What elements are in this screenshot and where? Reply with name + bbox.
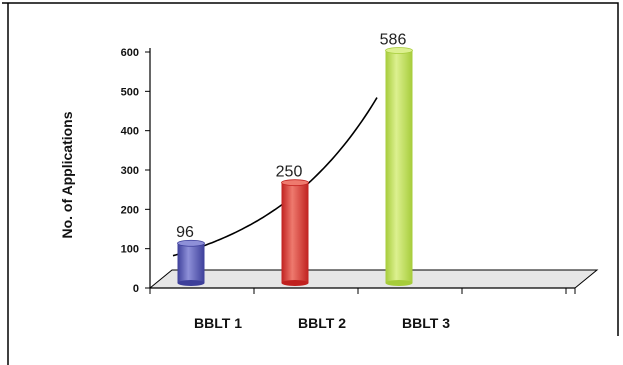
bar-value-label: 96 <box>176 224 194 241</box>
y-tick-label: 400 <box>121 126 139 138</box>
bar-top <box>177 239 205 247</box>
bar-top <box>281 179 309 187</box>
chart-floor <box>148 269 599 289</box>
bar-value-label: 250 <box>276 164 303 181</box>
y-axis-label: No. of Applications <box>59 111 75 238</box>
y-tick-label: 300 <box>121 165 139 177</box>
bar-body <box>385 50 413 283</box>
y-tick-label: 600 <box>121 47 139 59</box>
bar-body <box>177 243 205 283</box>
bar-body <box>281 182 309 283</box>
y-tick-label: 200 <box>121 204 139 216</box>
bar-base <box>385 280 413 286</box>
bar-base <box>281 280 309 286</box>
y-tick-label: 500 <box>121 86 139 98</box>
y-tick-label: 100 <box>121 244 139 256</box>
bar <box>177 239 205 286</box>
y-tick-label: 0 <box>133 283 139 295</box>
x-category-label: BBLT 3 <box>402 315 450 331</box>
bar-value-label: 586 <box>380 32 407 49</box>
chart-frame <box>2 2 619 336</box>
bar-base <box>177 280 205 286</box>
trend-line <box>172 97 378 257</box>
x-category-label: BBLT 1 <box>194 315 242 331</box>
x-category-label: BBLT 2 <box>298 315 346 331</box>
bar-top <box>385 47 413 54</box>
bar <box>281 179 309 286</box>
bar <box>385 47 413 286</box>
